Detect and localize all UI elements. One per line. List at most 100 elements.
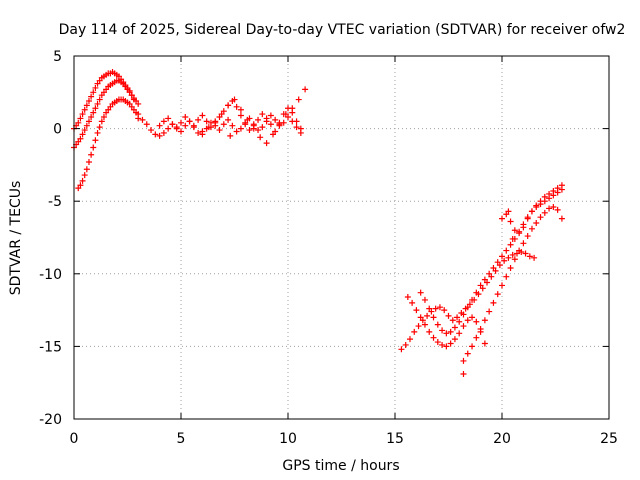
data-point	[443, 330, 450, 337]
data-point	[434, 321, 441, 328]
data-point	[454, 314, 461, 321]
data-point	[511, 227, 518, 234]
data-point	[439, 341, 446, 348]
data-point	[79, 131, 86, 138]
data-point	[225, 116, 232, 123]
data-point	[507, 264, 514, 271]
series-ofw2-arc-3	[75, 96, 142, 192]
data-point	[90, 89, 97, 96]
data-point	[424, 312, 431, 319]
series-ofw2-arc-8	[404, 294, 488, 350]
data-point	[79, 111, 86, 118]
axis-ticks	[73, 55, 610, 420]
data-point	[85, 118, 92, 125]
x-tick-label: 0	[70, 431, 79, 447]
data-point	[505, 208, 512, 215]
data-point	[259, 111, 266, 118]
data-point	[449, 317, 456, 324]
data-point	[499, 282, 505, 289]
data-point	[464, 350, 471, 357]
x-tick-label: 20	[493, 431, 511, 447]
data-point	[441, 307, 448, 314]
data-point	[139, 116, 146, 123]
data-point	[96, 96, 103, 103]
data-point	[178, 119, 184, 126]
series-ofw2-arc-10	[460, 204, 565, 364]
data-point	[520, 240, 527, 247]
data-point	[77, 182, 84, 189]
data-point	[546, 205, 553, 212]
data-point	[528, 208, 535, 215]
data-point	[460, 323, 467, 330]
data-point	[503, 273, 510, 280]
data-point	[443, 343, 450, 350]
data-point	[421, 296, 428, 303]
data-point	[255, 116, 262, 123]
y-tick-label: -10	[39, 267, 62, 283]
chart-title: Day 114 of 2025, Sidereal Day-to-day VTE…	[59, 22, 626, 38]
data-point	[98, 118, 105, 125]
x-tick-label: 15	[386, 431, 404, 447]
data-point	[473, 289, 480, 296]
data-point	[233, 128, 240, 135]
data-point	[406, 336, 413, 343]
data-point	[152, 131, 159, 138]
x-tick-label: 25	[600, 431, 618, 447]
data-point	[434, 339, 441, 346]
data-point	[88, 113, 95, 120]
data-point	[509, 235, 516, 242]
data-point	[186, 118, 193, 125]
data-point	[263, 140, 270, 147]
data-point	[237, 106, 244, 113]
y-tick-labels: -20 -15 -10 -5 0 5	[39, 49, 62, 428]
data-point	[81, 127, 88, 134]
data-point	[554, 206, 561, 213]
data-point	[481, 276, 488, 283]
data-point	[473, 318, 480, 325]
data-point	[486, 308, 493, 315]
data-point	[90, 144, 97, 151]
data-point	[430, 314, 437, 321]
data-point	[451, 336, 458, 343]
data-point	[456, 330, 463, 337]
data-point	[195, 116, 202, 123]
data-point	[501, 257, 508, 264]
data-point	[522, 250, 529, 257]
data-point	[524, 233, 531, 240]
data-point	[477, 325, 484, 332]
data-point	[85, 158, 92, 165]
data-point	[81, 172, 88, 179]
data-point	[83, 166, 90, 173]
data-point	[244, 116, 251, 123]
series-ofw2-arc-9	[417, 182, 565, 337]
data-point	[541, 209, 548, 216]
data-point	[165, 115, 172, 122]
series-ofw2-arc-6	[199, 86, 309, 147]
data-point	[165, 125, 172, 132]
data-point	[464, 304, 471, 311]
data-point	[494, 259, 501, 266]
data-point	[259, 124, 266, 131]
data-point	[490, 264, 497, 271]
data-point	[233, 103, 240, 110]
data-point	[79, 177, 86, 184]
data-point	[295, 96, 302, 103]
data-point	[242, 121, 249, 128]
data-point	[94, 129, 101, 136]
data-point	[507, 218, 514, 225]
data-point	[426, 328, 433, 335]
y-axis-label: SDTVAR / TECUs	[8, 181, 24, 296]
data-point	[250, 125, 257, 132]
data-point	[143, 121, 150, 128]
data-point	[520, 224, 527, 231]
data-point	[445, 312, 452, 319]
data-point	[481, 317, 488, 324]
data-point	[199, 112, 206, 119]
data-point	[432, 305, 439, 312]
data-point	[469, 314, 476, 321]
data-point	[409, 299, 416, 306]
data-point	[92, 84, 99, 91]
data-point	[229, 122, 236, 129]
data-point	[212, 118, 219, 125]
data-point	[509, 251, 516, 258]
